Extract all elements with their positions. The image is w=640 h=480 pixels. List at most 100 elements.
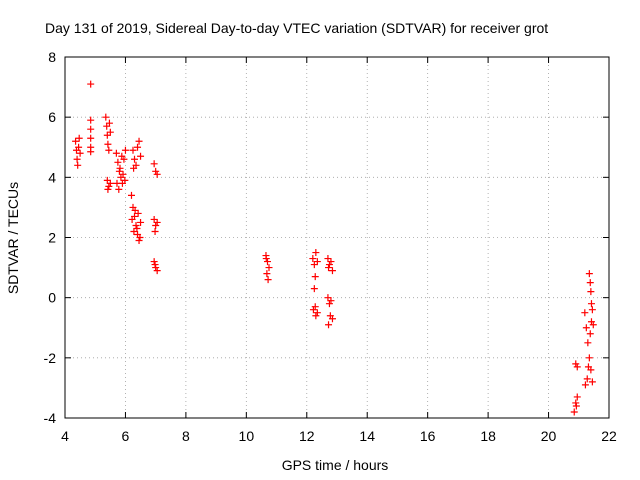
data-point: [153, 170, 161, 178]
grid-lines: [65, 57, 609, 418]
data-point: [115, 167, 123, 175]
data-point: [135, 237, 143, 245]
data-point: [312, 312, 320, 320]
data-point: [325, 321, 333, 329]
data-point: [587, 288, 595, 296]
chart-title: Day 131 of 2019, Sidereal Day-to-day VTE…: [45, 20, 548, 36]
data-point: [121, 176, 129, 184]
data-point: [127, 191, 135, 199]
data-point: [87, 80, 95, 88]
data-point: [151, 227, 159, 235]
data-point: [327, 297, 335, 305]
data-point: [581, 381, 589, 389]
data-point: [152, 167, 160, 175]
data-point: [102, 113, 110, 121]
data-point: [584, 339, 592, 347]
data-point: [572, 399, 580, 407]
data-point: [588, 306, 596, 314]
data-point: [137, 218, 145, 226]
data-point: [585, 354, 593, 362]
data-point: [76, 149, 84, 157]
data-point: [328, 267, 336, 275]
data-point: [134, 143, 142, 151]
data-point: [570, 408, 578, 416]
data-point: [74, 161, 82, 169]
data-point: [87, 125, 95, 133]
x-axis-label: GPS time / hours: [282, 457, 389, 473]
data-point: [311, 273, 319, 281]
x-tick-label: 4: [61, 428, 69, 444]
data-point: [118, 152, 126, 160]
y-tick-label: 4: [48, 169, 56, 185]
data-point: [105, 119, 113, 127]
data-point: [112, 149, 120, 157]
data-point: [309, 306, 317, 314]
data-point: [262, 255, 270, 263]
data-point: [104, 185, 112, 193]
x-tick-label: 10: [239, 428, 255, 444]
data-point: [150, 258, 158, 266]
x-tick-label: 16: [420, 428, 436, 444]
data-point: [325, 261, 333, 269]
data-points: [72, 80, 597, 416]
data-point: [121, 146, 129, 154]
x-tick-label: 22: [601, 428, 617, 444]
data-point: [106, 179, 114, 187]
data-point: [87, 116, 95, 124]
data-point: [116, 164, 124, 172]
data-point: [313, 258, 321, 266]
data-point: [119, 170, 127, 178]
data-point: [105, 146, 113, 154]
x-tick-label: 12: [299, 428, 315, 444]
data-point: [325, 264, 333, 272]
data-point: [104, 140, 112, 148]
data-point: [572, 360, 580, 368]
data-point: [327, 258, 335, 266]
data-point: [131, 155, 139, 163]
y-tick-label: 2: [48, 230, 56, 246]
data-point: [312, 249, 320, 257]
y-tick-label: -2: [44, 350, 57, 366]
y-tick-label: 0: [48, 290, 56, 306]
data-point: [310, 261, 318, 269]
data-point: [103, 176, 111, 184]
axis-ticks: 4 6 8 10 12 14 16 18 20 22 -4 -2 0 2 4 6 8: [44, 49, 617, 444]
data-point: [309, 255, 317, 263]
data-point: [131, 206, 139, 214]
data-point: [114, 158, 122, 166]
data-point: [324, 294, 332, 302]
data-point: [134, 209, 142, 217]
data-point: [310, 285, 318, 293]
data-point: [87, 134, 95, 142]
data-point: [584, 363, 592, 371]
data-point: [581, 309, 589, 317]
data-point: [586, 330, 594, 338]
data-point: [129, 146, 137, 154]
x-tick-label: 20: [541, 428, 557, 444]
data-point: [263, 258, 271, 266]
data-point: [152, 221, 160, 229]
data-point: [87, 148, 95, 156]
data-point: [128, 215, 136, 223]
data-point: [263, 270, 271, 278]
x-tick-label: 6: [122, 428, 130, 444]
data-point: [582, 324, 590, 332]
data-point: [136, 234, 144, 241]
data-point: [75, 143, 83, 151]
data-point: [130, 227, 138, 235]
data-point: [151, 261, 159, 269]
data-point: [313, 309, 321, 317]
data-point: [589, 321, 597, 329]
data-point: [132, 221, 140, 229]
y-tick-label: 6: [48, 109, 56, 125]
data-point: [265, 264, 273, 272]
data-point: [150, 160, 158, 168]
data-point: [325, 300, 333, 308]
x-tick-label: 18: [480, 428, 496, 444]
y-tick-label: 8: [48, 49, 56, 65]
data-point: [130, 164, 138, 172]
data-point: [105, 182, 113, 190]
data-point: [73, 155, 81, 163]
data-point: [103, 131, 111, 139]
data-point: [587, 300, 595, 308]
